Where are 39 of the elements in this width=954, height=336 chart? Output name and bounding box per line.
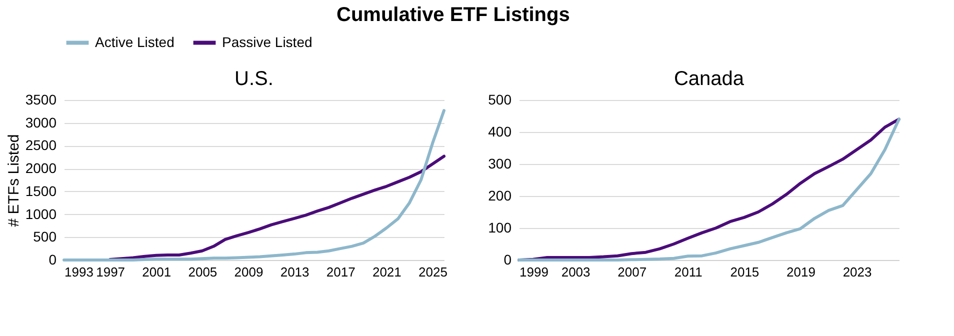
x-tick-label: 2003 (561, 264, 590, 280)
x-tick-label: 2017 (326, 264, 356, 280)
x-tick-label: 2009 (234, 264, 264, 280)
y-tick-label: 400 (488, 124, 512, 140)
legend-label: Active Listed (95, 34, 174, 50)
x-tick-label: 1997 (96, 264, 126, 280)
x-tick-label: 1999 (520, 264, 548, 280)
y-tick-label: 1000 (25, 206, 57, 222)
y-tick-label: 3500 (25, 92, 57, 108)
x-tick-label: 2001 (142, 264, 172, 280)
y-tick-label: 2500 (25, 137, 57, 154)
x-tick-label: 2011 (674, 264, 702, 280)
x-tick-label: 2015 (730, 264, 760, 280)
x-tick-label: 2005 (188, 264, 218, 280)
line-series (62, 109, 446, 262)
line-series (518, 118, 900, 262)
y-tick-label: 300 (488, 156, 512, 172)
y-tick-label: 500 (488, 92, 512, 108)
y-tick-label: 0 (48, 252, 57, 268)
y-tick-label: 500 (33, 228, 57, 245)
legend-label: Passive Listed (222, 34, 312, 50)
y-tick-label: 3000 (25, 114, 57, 130)
x-tick-label: 2023 (842, 264, 872, 280)
x-tick-label: 2025 (418, 264, 448, 280)
x-tick-label: 2021 (372, 264, 402, 280)
chart-title: Cumulative ETF Listings (336, 4, 570, 26)
chart-subtitle: Canada (674, 68, 745, 90)
y-tick-label: 100 (488, 220, 512, 236)
y-tick-label: 200 (488, 188, 512, 204)
y-tick-label: 1500 (25, 182, 57, 199)
x-tick-label: 2013 (280, 264, 310, 280)
x-tick-label: 1993 (64, 264, 94, 280)
x-tick-label: 2007 (618, 264, 647, 280)
x-tick-label: 2019 (786, 264, 816, 280)
y-tick-label: 2000 (25, 160, 57, 176)
y-tick-label: 0 (504, 252, 512, 268)
y-axis-title: # ETFs Listed (5, 134, 22, 227)
line-series (108, 154, 446, 262)
chart-subtitle: U.S. (234, 68, 274, 90)
